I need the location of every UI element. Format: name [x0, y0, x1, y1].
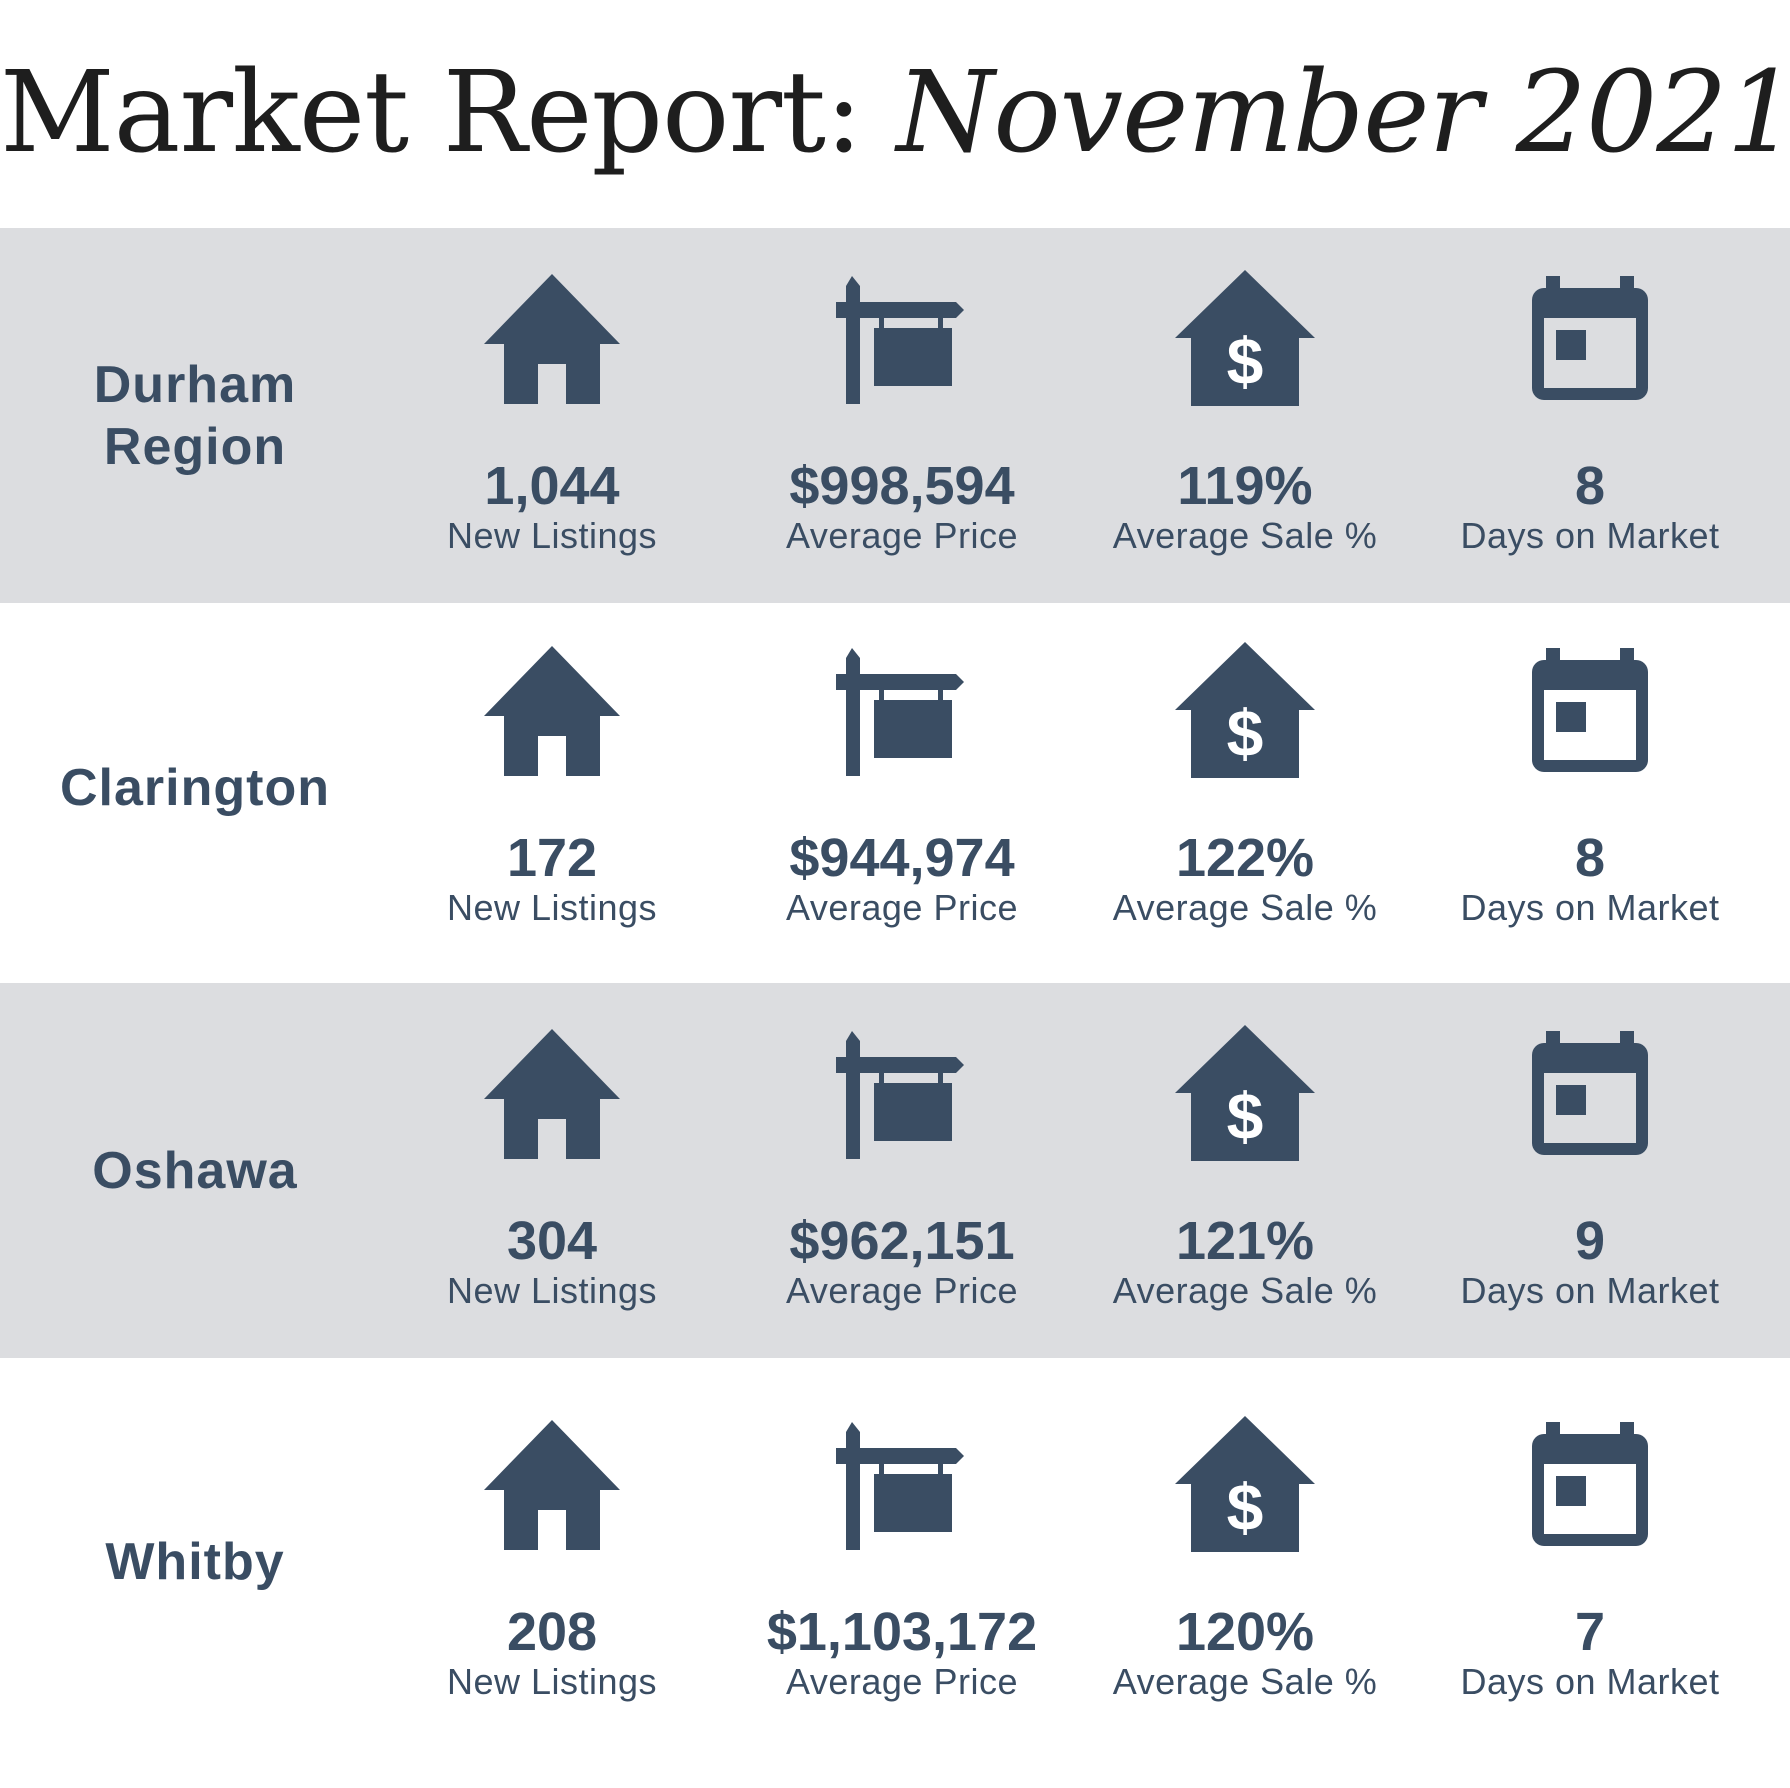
- metric-new-listings: 1,044 New Listings: [382, 228, 722, 603]
- calendar-icon: [1520, 638, 1660, 778]
- region-row-oshawa: Oshawa 304 New Listings $962,151 Average…: [0, 983, 1790, 1358]
- house-dollar-icon: $: [1175, 1412, 1315, 1552]
- average-price-value: $998,594: [789, 456, 1015, 516]
- region-name: Whitby: [105, 1532, 285, 1591]
- svg-text:$: $: [1227, 1470, 1264, 1544]
- calendar-icon: [1520, 266, 1660, 406]
- metric-average-sale: $ 119% Average Sale %: [1075, 228, 1415, 603]
- metric-average-price: $998,594 Average Price: [732, 228, 1072, 603]
- days-on-market-value: 7: [1574, 1602, 1606, 1662]
- metric-average-price: $944,974 Average Price: [732, 600, 1072, 975]
- for-sale-sign-icon: [832, 1021, 972, 1161]
- average-sale-label: Average Sale %: [1112, 887, 1378, 928]
- metric-average-price: $962,151 Average Price: [732, 983, 1072, 1358]
- metric-average-sale: $ 122% Average Sale %: [1075, 600, 1415, 975]
- calendar-icon: [1520, 1021, 1660, 1161]
- average-sale-label: Average Sale %: [1112, 1661, 1378, 1702]
- house-dollar-icon: $: [1175, 1021, 1315, 1161]
- average-price-label: Average Price: [786, 515, 1018, 556]
- new-listings-label: New Listings: [446, 515, 658, 556]
- days-on-market-value: 8: [1574, 456, 1606, 516]
- average-price-value: $962,151: [789, 1211, 1015, 1271]
- metric-average-sale: $ 121% Average Sale %: [1075, 983, 1415, 1358]
- average-sale-value: 119%: [1177, 456, 1313, 516]
- for-sale-sign-icon: [832, 1412, 972, 1552]
- new-listings-value: 304: [506, 1211, 598, 1271]
- average-sale-label: Average Sale %: [1112, 1270, 1378, 1311]
- average-price-label: Average Price: [786, 887, 1018, 928]
- metric-days-on-market: 9 Days on Market: [1420, 983, 1760, 1358]
- house-icon: [482, 1412, 622, 1552]
- region-row-clarington: Clarington 172 New Listings $944,974 Ave…: [0, 600, 1790, 975]
- average-sale-value: 120%: [1175, 1602, 1315, 1662]
- for-sale-sign-icon: [832, 638, 972, 778]
- metric-average-sale: $ 120% Average Sale %: [1075, 1374, 1415, 1749]
- average-sale-label: Average Sale %: [1112, 515, 1378, 556]
- days-on-market-label: Days on Market: [1460, 1270, 1720, 1311]
- new-listings-label: New Listings: [446, 1661, 658, 1702]
- average-price-label: Average Price: [786, 1270, 1018, 1311]
- average-sale-value: 122%: [1175, 828, 1315, 888]
- metric-days-on-market: 7 Days on Market: [1420, 1374, 1760, 1749]
- days-on-market-label: Days on Market: [1460, 887, 1720, 928]
- new-listings-value: 1,044: [484, 456, 620, 516]
- metric-days-on-market: 8 Days on Market: [1420, 600, 1760, 975]
- house-dollar-icon: $: [1175, 638, 1315, 778]
- house-icon: [482, 638, 622, 778]
- average-sale-value: 121%: [1175, 1211, 1315, 1271]
- new-listings-value: 172: [506, 828, 598, 888]
- svg-text:$: $: [1227, 1079, 1264, 1153]
- new-listings-value: 208: [506, 1602, 598, 1662]
- title-prefix: Market Report:: [0, 48, 897, 178]
- metric-new-listings: 304 New Listings: [382, 983, 722, 1358]
- house-icon: [482, 1021, 622, 1161]
- svg-text:$: $: [1227, 696, 1264, 770]
- for-sale-sign-icon: [832, 266, 972, 406]
- region-name: Clarington: [60, 758, 330, 817]
- metric-average-price: $1,103,172 Average Price: [732, 1374, 1072, 1749]
- average-price-label: Average Price: [786, 1661, 1018, 1702]
- title-month: November 2021: [896, 48, 1790, 178]
- metric-new-listings: 208 New Listings: [382, 1374, 722, 1749]
- days-on-market-label: Days on Market: [1460, 515, 1720, 556]
- metric-new-listings: 172 New Listings: [382, 600, 722, 975]
- days-on-market-value: 8: [1574, 828, 1606, 888]
- new-listings-label: New Listings: [446, 887, 658, 928]
- page-title: Market Report: November 2021: [0, 48, 1790, 178]
- region-name: Oshawa: [92, 1141, 298, 1200]
- region-name: Durham Region: [93, 355, 297, 476]
- metric-days-on-market: 8 Days on Market: [1420, 228, 1760, 603]
- calendar-icon: [1520, 1412, 1660, 1552]
- average-price-value: $944,974: [789, 828, 1015, 888]
- region-row-durham: Durham Region 1,044 New Listings $998,59…: [0, 228, 1790, 603]
- house-icon: [482, 266, 622, 406]
- new-listings-label: New Listings: [446, 1270, 658, 1311]
- days-on-market-value: 9: [1574, 1211, 1606, 1271]
- days-on-market-label: Days on Market: [1460, 1661, 1720, 1702]
- region-row-whitby: Whitby 208 New Listings $1,103,172 Avera…: [0, 1374, 1790, 1749]
- svg-text:$: $: [1227, 324, 1264, 398]
- average-price-value: $1,103,172: [766, 1602, 1038, 1662]
- house-dollar-icon: $: [1175, 266, 1315, 406]
